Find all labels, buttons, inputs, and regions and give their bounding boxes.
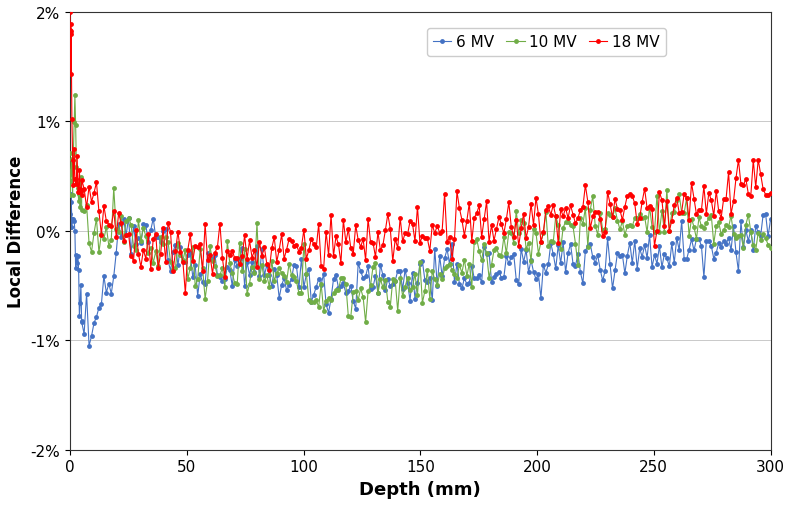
6 MV bbox=[65, 220, 74, 226]
6 MV bbox=[66, 211, 75, 217]
18 MV bbox=[699, 184, 709, 190]
10 MV bbox=[70, 93, 80, 99]
10 MV bbox=[470, 239, 479, 245]
18 MV bbox=[66, 28, 75, 34]
18 MV bbox=[470, 215, 479, 221]
18 MV bbox=[766, 190, 775, 196]
18 MV bbox=[181, 291, 190, 297]
10 MV bbox=[361, 320, 371, 326]
10 MV bbox=[485, 275, 494, 281]
18 MV bbox=[653, 228, 662, 234]
Legend: 6 MV, 10 MV, 18 MV: 6 MV, 10 MV, 18 MV bbox=[427, 29, 666, 57]
10 MV bbox=[65, 151, 74, 157]
6 MV bbox=[84, 343, 93, 349]
Line: 18 MV: 18 MV bbox=[67, 11, 773, 296]
18 MV bbox=[467, 239, 477, 245]
X-axis label: Depth (mm): Depth (mm) bbox=[360, 480, 481, 498]
6 MV bbox=[470, 276, 479, 282]
10 MV bbox=[702, 221, 711, 227]
6 MV bbox=[472, 276, 482, 282]
Line: 6 MV: 6 MV bbox=[67, 192, 773, 348]
6 MV bbox=[766, 217, 775, 223]
6 MV bbox=[67, 192, 76, 198]
6 MV bbox=[485, 250, 494, 256]
10 MV bbox=[766, 245, 775, 251]
18 MV bbox=[65, 10, 74, 16]
10 MV bbox=[66, 192, 75, 198]
Y-axis label: Local Difference: Local Difference bbox=[7, 156, 25, 308]
10 MV bbox=[472, 237, 482, 243]
6 MV bbox=[702, 238, 711, 244]
Line: 10 MV: 10 MV bbox=[67, 93, 773, 325]
10 MV bbox=[655, 230, 664, 236]
18 MV bbox=[482, 199, 491, 205]
6 MV bbox=[655, 243, 664, 249]
